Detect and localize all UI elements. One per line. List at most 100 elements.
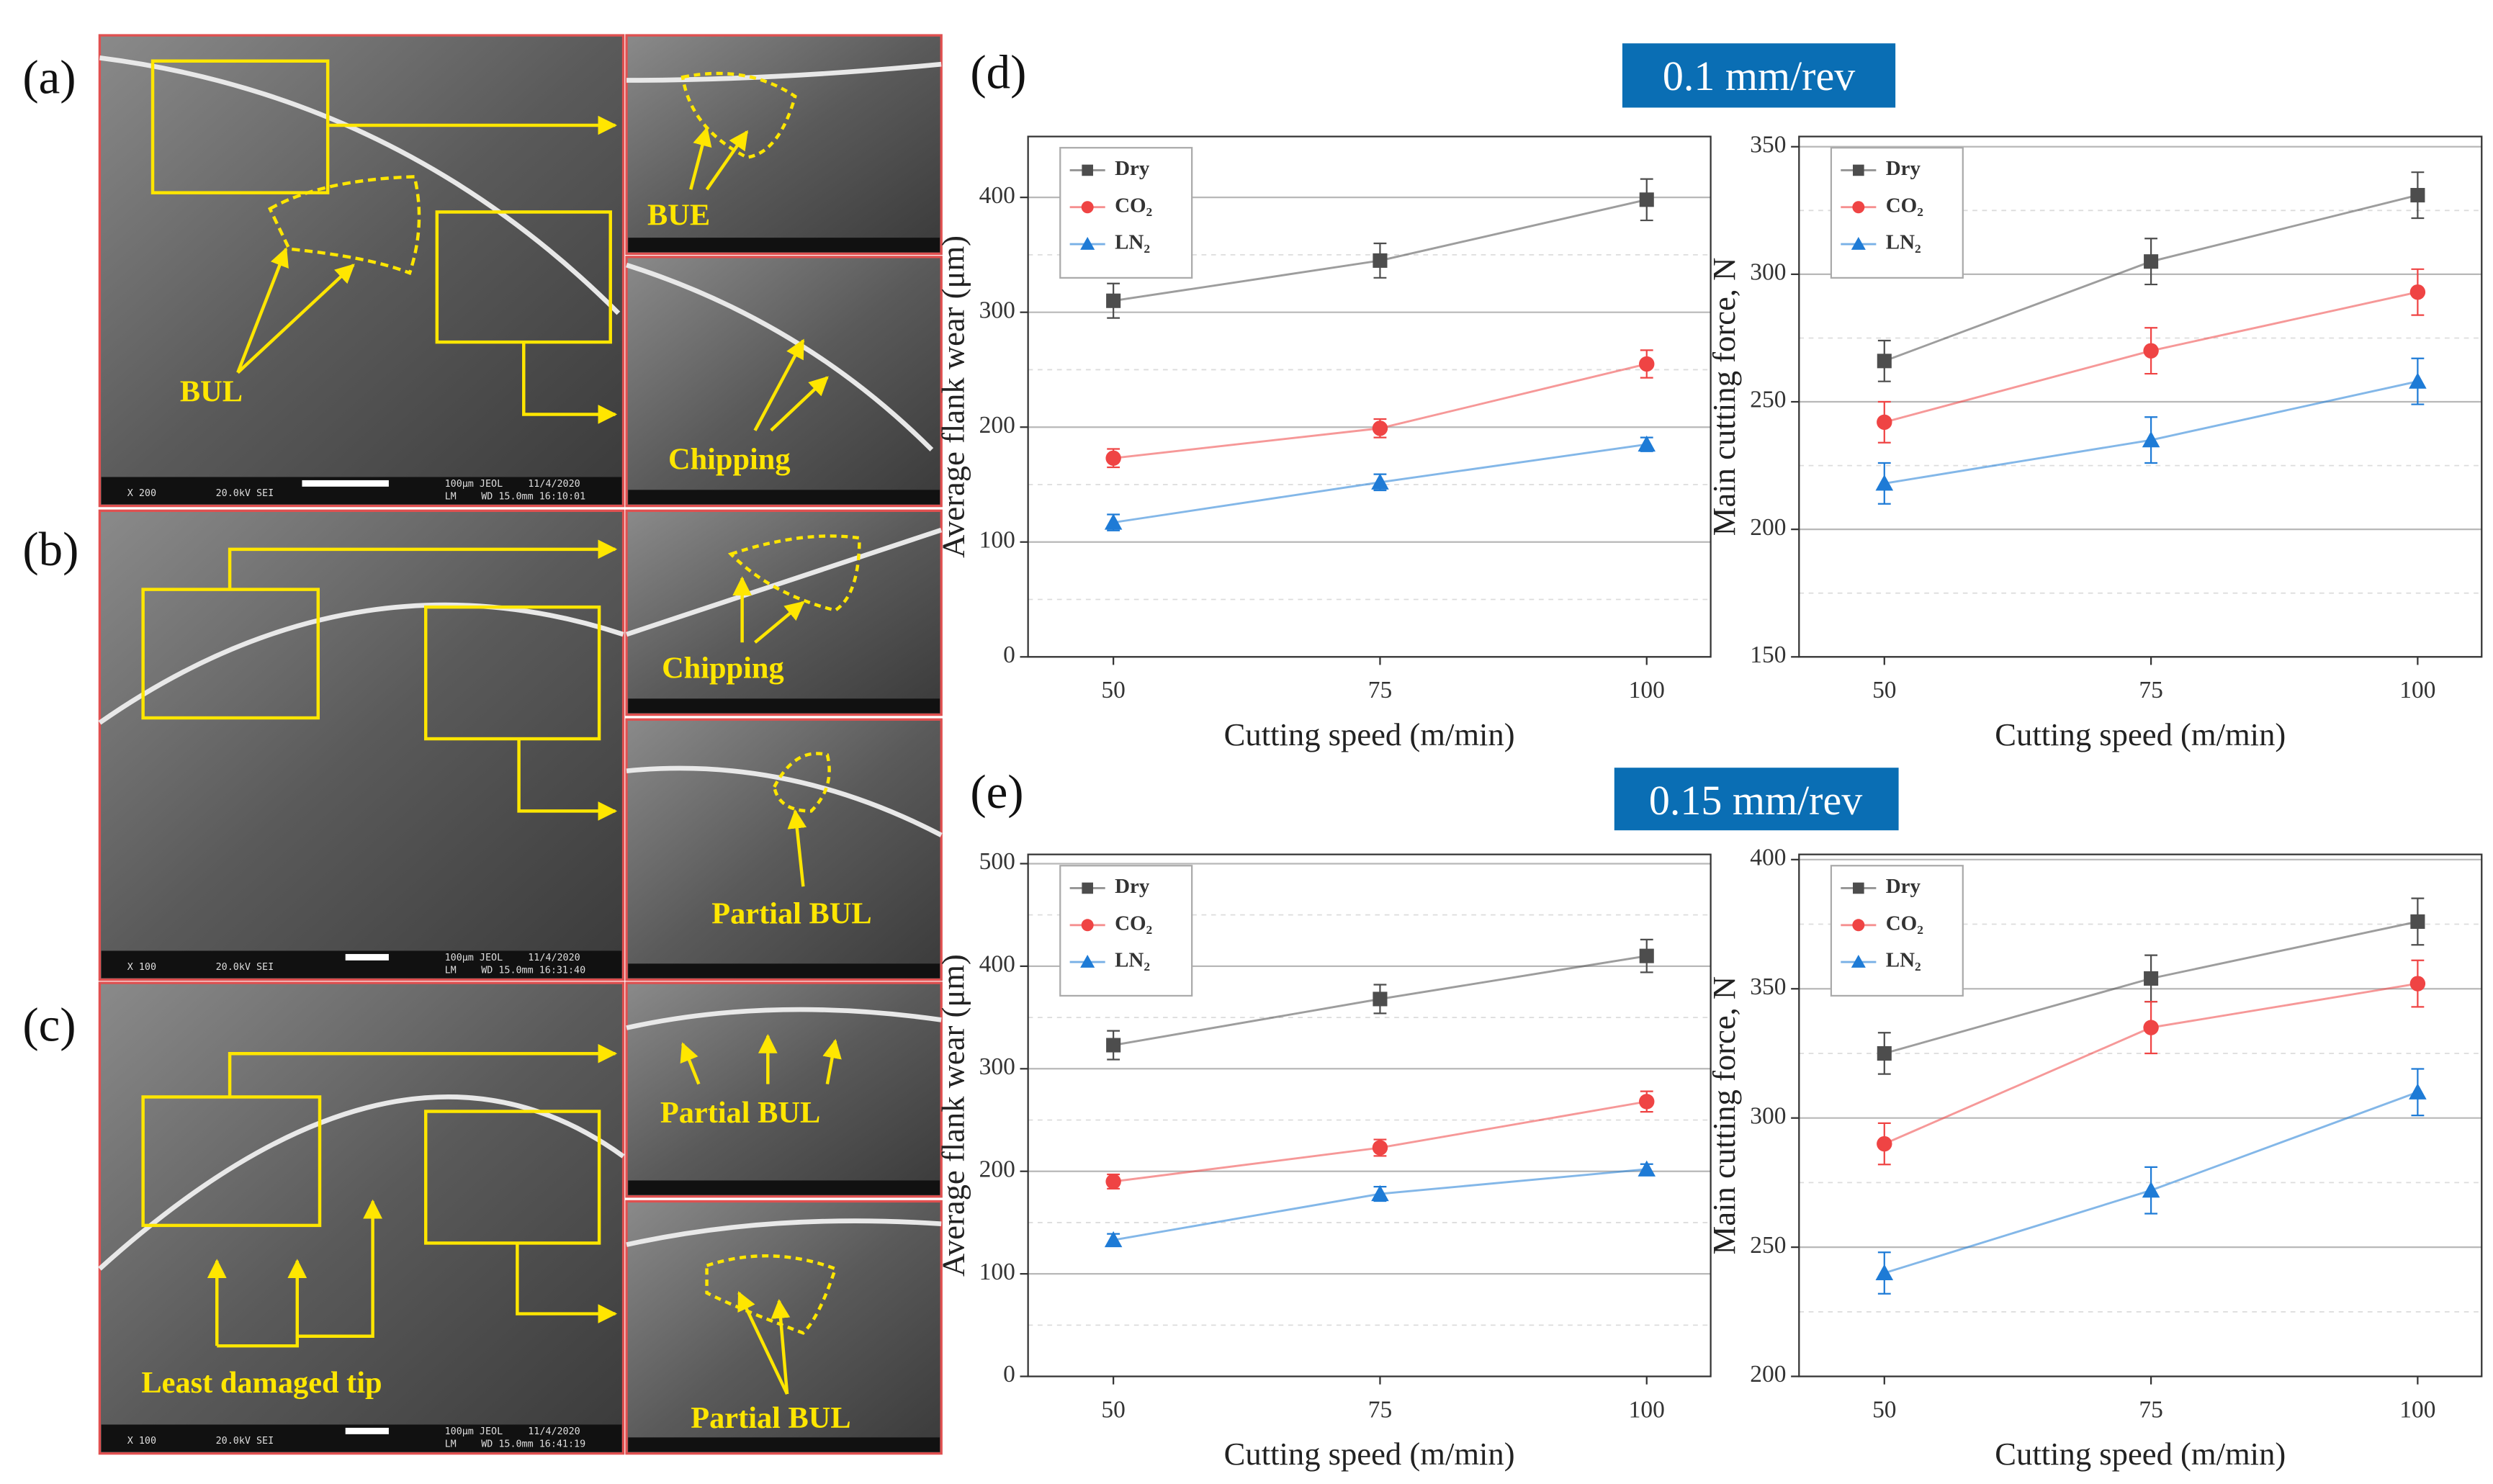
sem-footer-strips bbox=[101, 238, 940, 1452]
feed-label: 0.15 mm/rev bbox=[1649, 777, 1862, 824]
legend-label: LN₂ bbox=[1886, 949, 1921, 972]
legend-label: Dry bbox=[1886, 875, 1921, 898]
marker bbox=[1106, 1038, 1121, 1053]
marker bbox=[1877, 1045, 1892, 1061]
y-tick-label: 100 bbox=[979, 1259, 1015, 1285]
y-tick-label: 250 bbox=[1750, 387, 1786, 413]
marker bbox=[1372, 1140, 1388, 1156]
legend-marker bbox=[1851, 237, 1866, 250]
y-tick-label: 200 bbox=[1750, 514, 1786, 541]
marker bbox=[1371, 473, 1389, 490]
legend-marker bbox=[1082, 164, 1093, 176]
sem-annotation: Partial BUL bbox=[660, 1096, 820, 1130]
sem-footer-text: WD 15.0mm 16:41:19 bbox=[481, 1439, 585, 1450]
marker bbox=[2409, 1083, 2427, 1099]
sem-footer-text: 20.0kV SEI bbox=[216, 962, 274, 973]
legend-label: Dry bbox=[1886, 157, 1921, 180]
sem-annotation: Chipping bbox=[668, 442, 791, 476]
scale-bars bbox=[302, 480, 389, 1434]
marker bbox=[2143, 1020, 2159, 1035]
sem-callouts bbox=[141, 59, 861, 1395]
y-tick-label: 150 bbox=[1750, 642, 1786, 668]
sem-footer-text: WD 15.0mm 16:31:40 bbox=[481, 966, 585, 976]
legend-label: CO₂ bbox=[1115, 912, 1152, 935]
feed-box bbox=[1622, 43, 1896, 108]
legend-marker bbox=[1081, 201, 1094, 214]
sem-footer-text: 11/4/2020 bbox=[528, 953, 580, 963]
panel-label: (d) bbox=[970, 46, 1026, 99]
sem-annotation: BUL bbox=[180, 375, 243, 409]
sem-footer-text: 11/4/2020 bbox=[528, 479, 580, 490]
marker bbox=[2142, 431, 2160, 448]
marker bbox=[1877, 1136, 1892, 1152]
plot-frame bbox=[1798, 853, 2483, 1377]
y-tick-label: 300 bbox=[1750, 1102, 1786, 1129]
panel-label: (e) bbox=[970, 765, 1023, 819]
y-tick-label: 500 bbox=[979, 848, 1015, 875]
x-tick-label: 75 bbox=[1368, 1396, 1392, 1423]
marker bbox=[1105, 1174, 1121, 1190]
y-tick-label: 350 bbox=[1750, 131, 1786, 158]
plot-frame bbox=[1798, 135, 2483, 658]
y-tick-label: 300 bbox=[979, 297, 1015, 323]
y-tick-label: 0 bbox=[1003, 1361, 1015, 1388]
legend-marker bbox=[1852, 919, 1865, 932]
legend-label: LN₂ bbox=[1115, 949, 1150, 972]
y-tick-label: 300 bbox=[979, 1053, 1015, 1080]
panel-label: (b) bbox=[22, 523, 78, 576]
y-tick-label: 400 bbox=[979, 182, 1015, 209]
sem-annotation: BUE bbox=[647, 198, 710, 232]
marker bbox=[1639, 1094, 1655, 1110]
sem-footer-text: 100μm JEOL bbox=[445, 1426, 503, 1437]
y-tick-label: 200 bbox=[979, 1156, 1015, 1182]
feed-box bbox=[1614, 768, 1899, 831]
marker bbox=[2144, 971, 2159, 986]
sem-footer-text: 100μm JEOL bbox=[445, 479, 503, 490]
x-tick-label: 100 bbox=[1629, 677, 1665, 703]
marker bbox=[2410, 914, 2425, 929]
marker bbox=[1105, 450, 1121, 466]
marker bbox=[1373, 991, 1388, 1007]
sem-footer-text: 20.0kV SEI bbox=[216, 488, 274, 499]
sem-annotation: Least damaged tip bbox=[141, 1366, 382, 1400]
x-tick-label: 100 bbox=[2399, 677, 2435, 703]
panel-label: (a) bbox=[22, 50, 76, 104]
sem-footer-text: 11/4/2020 bbox=[528, 1426, 580, 1437]
legend-marker bbox=[1851, 955, 1866, 968]
y-tick-label: 400 bbox=[1750, 844, 1786, 871]
marker bbox=[1875, 475, 1894, 491]
sem-footer-text: WD 15.0mm 16:10:01 bbox=[481, 492, 585, 503]
marker bbox=[2410, 188, 2425, 203]
marker bbox=[1371, 1184, 1389, 1202]
legend-label: LN₂ bbox=[1886, 231, 1921, 254]
tool-edges bbox=[98, 55, 943, 1271]
marker bbox=[1638, 1160, 1656, 1177]
sem-footer-text: LM bbox=[445, 966, 457, 976]
x-axis-label: Cutting speed (m/min) bbox=[1995, 1436, 2286, 1472]
sem-annotation: Partial BUL bbox=[691, 1401, 850, 1435]
sem-footer-text: X 200 bbox=[127, 488, 156, 499]
legend-box bbox=[1830, 147, 1964, 279]
marker bbox=[1639, 948, 1654, 963]
y-tick-label: 300 bbox=[1750, 259, 1786, 286]
legend-label: LN₂ bbox=[1115, 231, 1150, 254]
legend-marker bbox=[1081, 919, 1094, 932]
x-tick-label: 100 bbox=[1629, 1396, 1665, 1423]
y-tick-label: 0 bbox=[1003, 642, 1015, 668]
x-tick-label: 50 bbox=[1872, 1396, 1896, 1423]
sem-footer-text: 20.0kV SEI bbox=[216, 1436, 274, 1447]
x-tick-label: 50 bbox=[1101, 1396, 1125, 1423]
x-tick-label: 75 bbox=[2139, 1396, 2162, 1423]
x-axis-label: Cutting speed (m/min) bbox=[1224, 716, 1515, 752]
y-tick-label: 400 bbox=[979, 951, 1015, 978]
legend-marker bbox=[1082, 882, 1093, 894]
marker bbox=[2144, 254, 2159, 269]
marker bbox=[2142, 1181, 2160, 1198]
y-axis-label: Main cutting force, N bbox=[1706, 976, 1742, 1255]
marker bbox=[1638, 435, 1656, 452]
y-axis-label: Average flank wear (μm) bbox=[935, 954, 971, 1277]
x-axis-label: Cutting speed (m/min) bbox=[1224, 1436, 1515, 1472]
y-tick-label: 200 bbox=[979, 412, 1015, 439]
